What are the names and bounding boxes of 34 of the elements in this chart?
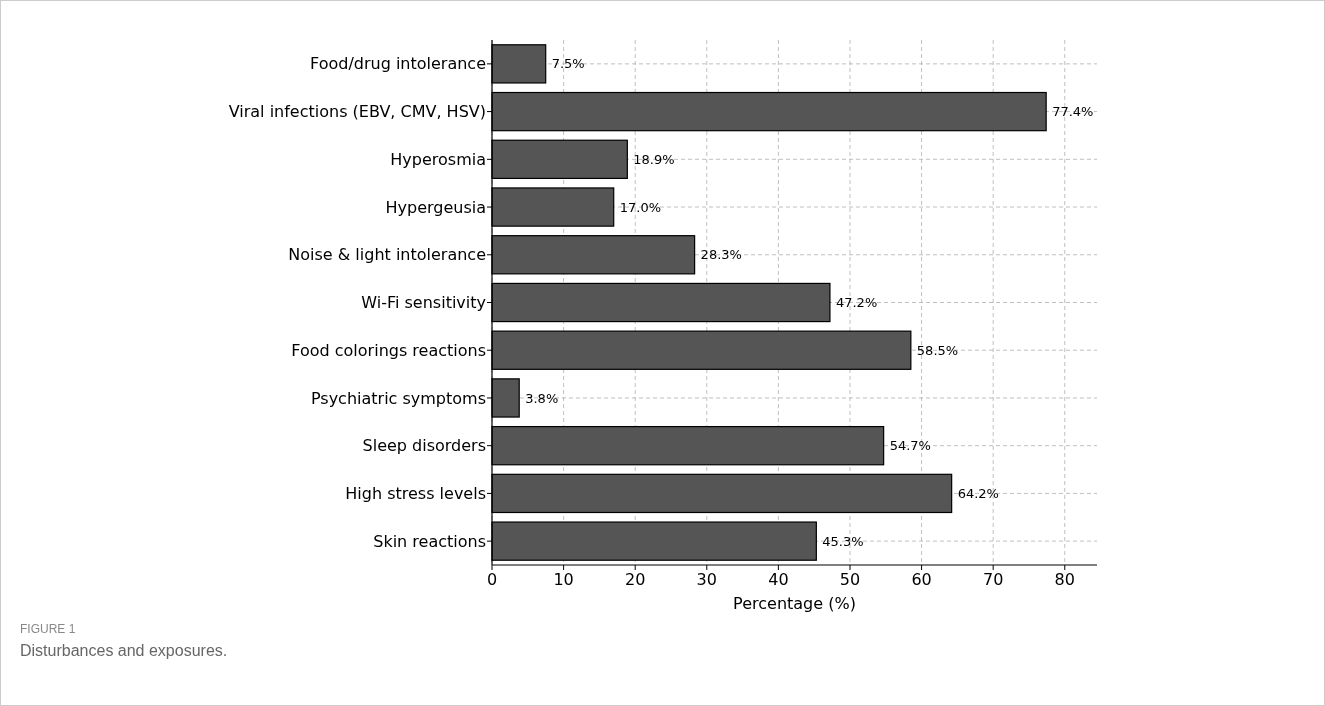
- y-tick-label: Hyperosmia: [390, 149, 486, 169]
- x-tick-label: 40: [768, 570, 789, 589]
- caption: FIGURE 1: [20, 622, 76, 636]
- x-tick-label: 30: [696, 570, 717, 589]
- y-tick-label: Skin reactions: [373, 531, 486, 551]
- data-label: 3.8%: [525, 390, 559, 406]
- data-label: 18.9%: [633, 151, 675, 167]
- x-tick-label: 20: [625, 570, 646, 589]
- x-tick-label: 50: [839, 570, 861, 589]
- data-label: 54.7%: [889, 438, 931, 454]
- x-tick-label: 70: [983, 570, 1004, 589]
- data-label: 77.4%: [1052, 104, 1094, 120]
- y-tick-label: High stress levels: [345, 484, 486, 504]
- y-tick-label: Wi-Fi sensitivity: [361, 293, 486, 313]
- y-tick-label: Psychiatric symptoms: [310, 388, 486, 408]
- x-tick-label: 80: [1054, 570, 1075, 589]
- data-label: 45.3%: [822, 533, 864, 549]
- data-label: 17.0%: [619, 199, 662, 215]
- x-tick-label: 0: [486, 570, 498, 589]
- x-axis-title: Percentage (%): [733, 594, 856, 613]
- data-label: 28.3%: [700, 247, 742, 263]
- data-label: 47.2%: [835, 295, 878, 311]
- data-label: 64.2%: [957, 485, 999, 501]
- y-tick-label: Hypergeusia: [385, 197, 486, 217]
- y-tick-label: Food colorings reactions: [291, 340, 486, 360]
- y-tick-label: Noise & light intolerance: [288, 245, 486, 265]
- y-tick-label: Sleep disorders: [362, 436, 486, 456]
- text: Disturbances and exposures.: [20, 642, 228, 659]
- data-label: 7.5%: [551, 56, 585, 72]
- y-tick-label: Food/drug intolerance: [310, 54, 486, 74]
- y-tick-label: Viral infections (EBV, CMV, HSV): [228, 102, 486, 122]
- data-label: 58.5%: [916, 342, 959, 358]
- x-tick-label: 10: [553, 570, 574, 589]
- x-tick-label: 60: [911, 570, 932, 589]
